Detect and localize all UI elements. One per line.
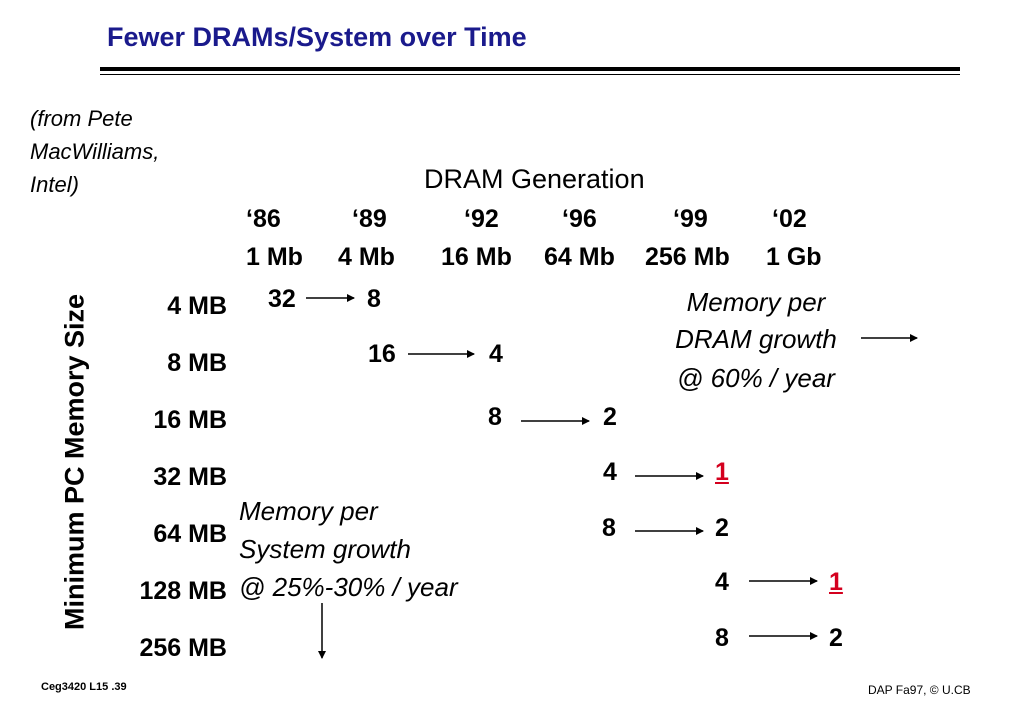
dram-count-to: 2	[829, 624, 843, 652]
dram-count-to: 2	[603, 403, 617, 431]
generation-year: ‘92	[464, 205, 499, 233]
dram-count-from: 4	[603, 458, 617, 486]
memory-size-label: 8 MB	[167, 349, 227, 377]
dram-count-to-highlight: 1	[715, 458, 729, 486]
generation-capacity: 64 Mb	[544, 243, 615, 271]
dram-count-from: 8	[715, 624, 729, 652]
dram-growth-note-line-1: Memory per	[686, 287, 826, 317]
system-growth-note-line-2: System growth	[239, 534, 411, 564]
dram-count-from: 8	[602, 514, 616, 542]
source-line-2: MacWilliams,	[30, 139, 160, 164]
footer-copyright: DAP Fa97, © U.CB	[868, 683, 971, 697]
generation-capacity: 1 Gb	[766, 243, 822, 271]
dram-growth-note-line-3: @ 60% / year	[677, 363, 835, 393]
title-rule-thin	[100, 74, 960, 75]
dram-count-to-highlight: 1	[829, 568, 843, 596]
system-growth-note-line-1: Memory per	[239, 496, 378, 526]
system-growth-note-line-3: @ 25%-30% / year	[239, 572, 458, 602]
generation-year: ‘96	[562, 205, 597, 233]
generation-year: ‘99	[673, 205, 708, 233]
generation-year: ‘02	[772, 205, 807, 233]
generation-capacity: 4 Mb	[338, 243, 395, 271]
slide-title: Fewer DRAMs/System over Time	[107, 22, 527, 52]
memory-size-label: 64 MB	[153, 520, 227, 548]
title-rule-thick	[100, 67, 960, 71]
memory-size-label: 128 MB	[139, 577, 227, 605]
generation-year: ‘89	[352, 205, 387, 233]
source-line-3: Intel)	[30, 172, 79, 197]
dram-count-to: 4	[489, 340, 503, 368]
dram-growth-note-line-2: DRAM growth	[675, 324, 837, 354]
dram-count-to: 2	[715, 514, 729, 542]
dram-count-from: 4	[715, 568, 729, 596]
memory-size-label: 32 MB	[153, 463, 227, 491]
source-line-1: (from Pete	[30, 106, 133, 131]
dram-count-to: 8	[367, 285, 381, 313]
generation-capacity: 1 Mb	[246, 243, 303, 271]
dram-count-from: 32	[268, 285, 296, 313]
footer-course-id: Ceg3420 L15 .39	[41, 681, 127, 693]
generation-year: ‘86	[246, 205, 281, 233]
memory-size-label: 16 MB	[153, 406, 227, 434]
dram-count-from: 8	[488, 403, 502, 431]
memory-size-label: 256 MB	[139, 634, 227, 662]
memory-size-label: 4 MB	[167, 292, 227, 320]
generation-capacity: 16 Mb	[441, 243, 512, 271]
generation-capacity: 256 Mb	[645, 243, 730, 271]
dram-count-from: 16	[368, 340, 396, 368]
dram-generation-heading: DRAM Generation	[424, 164, 645, 194]
